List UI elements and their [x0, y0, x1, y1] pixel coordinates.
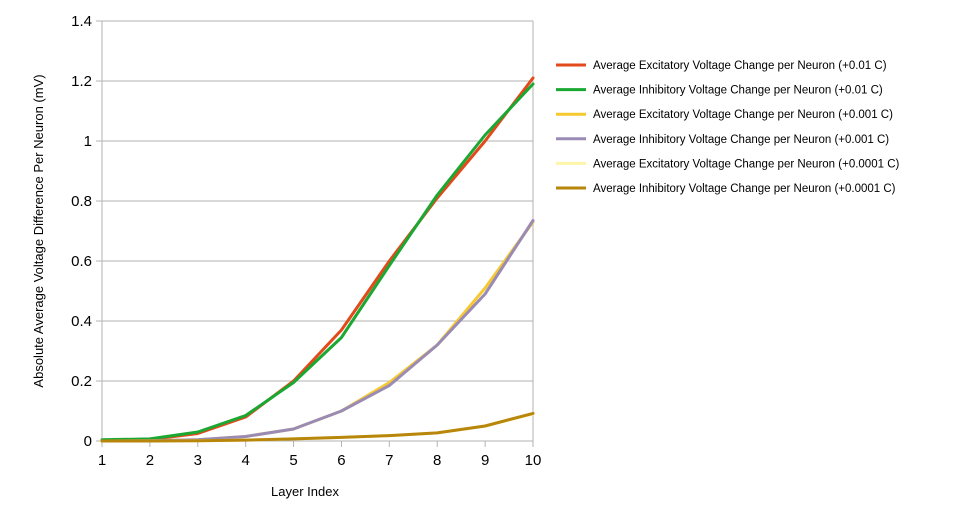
y-tick-label: 1.2 — [71, 73, 92, 90]
x-tick-label: 9 — [481, 452, 489, 469]
legend-label: Average Inhibitory Voltage Change per Ne… — [593, 183, 896, 195]
legend-label: Average Inhibitory Voltage Change per Ne… — [593, 134, 889, 146]
x-tick-label: 8 — [433, 452, 441, 469]
axes — [96, 20, 534, 447]
gridlines — [102, 20, 533, 382]
series-line-2 — [100, 82, 535, 442]
x-tick-label: 10 — [525, 452, 542, 469]
y-tick-label: 1 — [84, 133, 92, 150]
y-tick-label: 0.6 — [71, 253, 92, 270]
legend-label: Average Excitatory Voltage Change per Ne… — [593, 60, 887, 72]
x-tick-label: 4 — [241, 452, 249, 469]
x-tick-label: 1 — [98, 452, 106, 469]
legend: Average Excitatory Voltage Change per Ne… — [556, 60, 899, 195]
x-tick-label: 5 — [289, 452, 297, 469]
series-lines — [100, 76, 535, 443]
y-tick-label: 0.2 — [71, 373, 92, 390]
legend-label: Average Excitatory Voltage Change per Ne… — [593, 158, 899, 170]
legend-label: Average Excitatory Voltage Change per Ne… — [593, 109, 893, 121]
x-tick-label: 6 — [337, 452, 345, 469]
x-tick-label: 7 — [385, 452, 393, 469]
y-tick-label: 1.4 — [71, 13, 92, 30]
y-axis-title: Absolute Average Voltage Difference Per … — [31, 74, 46, 387]
legend-label: Average Inhibitory Voltage Change per Ne… — [593, 85, 883, 97]
series-line-4 — [100, 219, 535, 443]
series-line-1 — [100, 76, 535, 442]
x-tick-label: 3 — [194, 452, 202, 469]
x-axis-title: Layer Index — [271, 484, 339, 499]
series-line-6 — [100, 411, 535, 443]
y-tick-label: 0.4 — [71, 313, 92, 330]
y-tick-label: 0 — [84, 433, 92, 450]
tick-labels: 0 0.2 0.4 0.6 0.8 1 1.2 1.4 1 2 3 4 5 6 7 8 9 10 — [71, 13, 541, 469]
y-tick-label: 0.8 — [71, 193, 92, 210]
series-line-3 — [100, 220, 535, 443]
x-tick-label: 2 — [146, 452, 154, 469]
